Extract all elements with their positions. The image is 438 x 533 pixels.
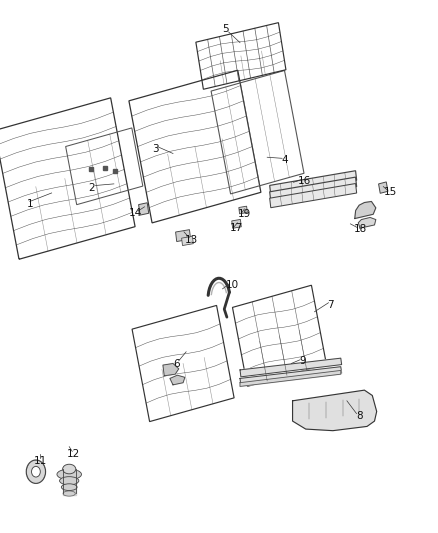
Polygon shape <box>270 177 357 201</box>
Ellipse shape <box>63 464 76 474</box>
Polygon shape <box>240 367 342 385</box>
Polygon shape <box>163 364 179 376</box>
Polygon shape <box>182 236 193 246</box>
Ellipse shape <box>63 491 75 496</box>
Polygon shape <box>138 203 149 215</box>
Text: 14: 14 <box>129 208 142 218</box>
Polygon shape <box>240 358 342 377</box>
Polygon shape <box>232 220 241 228</box>
Text: 19: 19 <box>238 209 251 219</box>
Polygon shape <box>63 469 76 495</box>
Polygon shape <box>239 206 247 214</box>
Text: 11: 11 <box>34 456 47 466</box>
Polygon shape <box>270 183 357 208</box>
Text: 17: 17 <box>230 223 243 233</box>
Polygon shape <box>355 201 376 219</box>
Text: 15: 15 <box>384 187 397 197</box>
Ellipse shape <box>57 469 81 480</box>
Text: 5: 5 <box>222 25 229 34</box>
Text: 12: 12 <box>67 449 80 459</box>
Text: 16: 16 <box>298 176 311 186</box>
Polygon shape <box>358 217 376 228</box>
Circle shape <box>32 466 40 477</box>
Text: 1: 1 <box>26 199 33 208</box>
Text: 7: 7 <box>327 300 334 310</box>
Text: 13: 13 <box>185 235 198 245</box>
Polygon shape <box>170 375 185 385</box>
Text: 8: 8 <box>356 411 363 421</box>
Text: 4: 4 <box>281 155 288 165</box>
Polygon shape <box>176 230 191 241</box>
Text: 6: 6 <box>173 359 180 368</box>
Text: 2: 2 <box>88 183 95 192</box>
Ellipse shape <box>60 477 79 485</box>
Text: 18: 18 <box>353 224 367 234</box>
Text: 9: 9 <box>299 357 306 366</box>
Circle shape <box>26 460 46 483</box>
Ellipse shape <box>61 484 77 490</box>
Text: 3: 3 <box>152 144 159 154</box>
Text: 10: 10 <box>226 280 239 290</box>
Polygon shape <box>293 390 377 431</box>
Polygon shape <box>270 171 357 195</box>
Polygon shape <box>240 370 341 386</box>
Polygon shape <box>378 182 388 193</box>
